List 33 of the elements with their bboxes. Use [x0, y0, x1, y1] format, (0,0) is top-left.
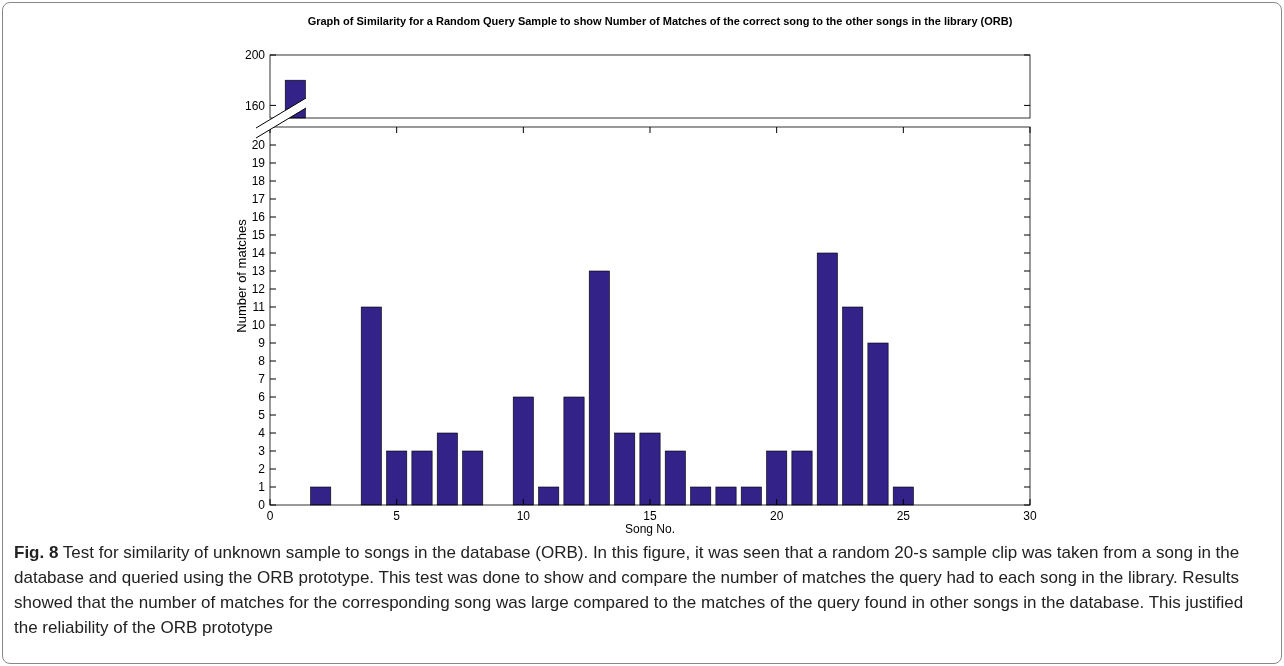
y-tick-label: 14	[251, 246, 266, 261]
x-tick-label: 15	[643, 509, 657, 523]
y-tick-label: 13	[251, 264, 266, 279]
y-tick-label: 3	[258, 444, 266, 459]
y-tick-label: 19	[251, 156, 266, 171]
y-tick-label: 7	[258, 372, 266, 387]
x-tick-label: 5	[393, 509, 401, 523]
y-tick-label: 15	[251, 228, 266, 243]
y-tick-label: 12	[251, 282, 266, 297]
y-tick-label: 2	[258, 462, 266, 477]
y-tick-label: 200	[244, 48, 266, 63]
y-tick-label: 8	[258, 354, 266, 369]
y-tick-label: 9	[258, 336, 266, 351]
y-tick-label: 10	[251, 318, 266, 333]
caption: Fig. 8 Test for similarity of unknown sample to songs in the database (ORB). In this figure, it was seen that a random 20-s sample clip was taken from a song in the database and queried using the ORB prototype. This test was done to show and compare the number of matches the query had to each song in the library. Results showed that the number of matches for the corresponding song was large compared to the matches of the query found in other songs in the database. This justified the reliability of the ORB prototype	[14, 542, 1245, 639]
y-axis-title: Number of matches	[234, 218, 249, 333]
y-tick-label: 5	[258, 408, 266, 423]
x-axis-title: Song No.	[624, 522, 676, 536]
y-tick-label: 0	[258, 498, 266, 513]
y-tick-label: 6	[258, 390, 266, 405]
chart-title: Graph of Similarity for a Random Query Sample to show Number of Matches of the correct song to the other songs in the library (ORB)	[307, 15, 1013, 27]
y-tick-label: 18	[251, 174, 266, 189]
y-tick-label: 17	[251, 192, 266, 207]
x-tick-label: 25	[896, 509, 911, 523]
x-tick-label: 10	[516, 509, 531, 523]
y-tick-label: 11	[252, 300, 266, 315]
x-tick-label: 30	[1023, 509, 1037, 523]
y-tick-label: 160	[244, 98, 266, 113]
y-tick-label: 1	[258, 480, 266, 495]
x-tick-label: 20	[769, 509, 784, 523]
y-tick-label: 4	[258, 426, 266, 441]
y-tick-label: 16	[251, 210, 266, 225]
y-tick-label: 20	[251, 138, 266, 153]
